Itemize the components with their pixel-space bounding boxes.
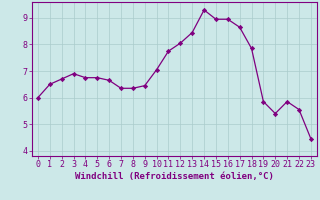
X-axis label: Windchill (Refroidissement éolien,°C): Windchill (Refroidissement éolien,°C) [75,172,274,181]
